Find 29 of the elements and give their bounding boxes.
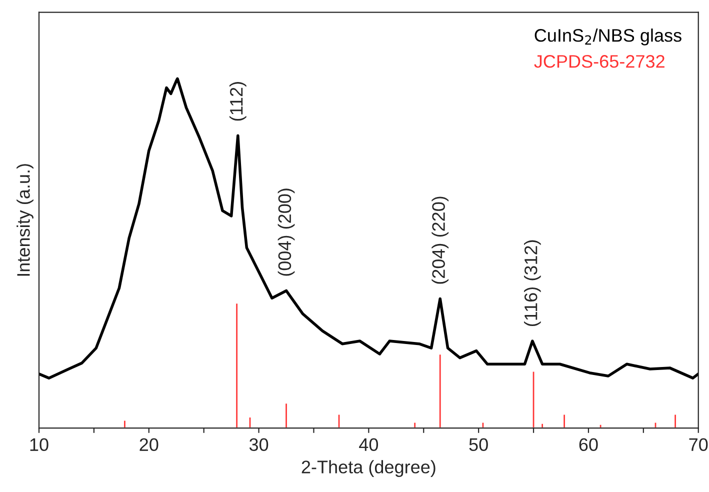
x-tick-label: 30 — [249, 438, 268, 452]
bar — [122, 419, 127, 428]
x-tick-label: 60 — [579, 438, 598, 452]
x-tick-label: 70 — [689, 438, 708, 452]
x-tick-label: 40 — [359, 438, 378, 452]
bar — [598, 424, 603, 428]
bar — [248, 416, 252, 428]
bar — [284, 402, 288, 428]
bar — [531, 370, 536, 428]
y-axis-title: Intensity (a.u.) — [16, 164, 34, 276]
bar — [673, 413, 678, 428]
x-tick-label: 20 — [140, 438, 158, 452]
bar — [412, 421, 417, 428]
text: CuInS$_{2}$/NBS glass — [534, 28, 682, 46]
annotation: (204) (220) — [432, 196, 449, 284]
annotation: (004) (200) — [278, 188, 295, 276]
bar — [438, 353, 442, 428]
x-axis-title: 2-Theta (degree) — [302, 460, 436, 477]
x-tick-label: 10 — [30, 438, 48, 452]
bar — [653, 421, 658, 428]
text: JCPDS-65-2732 — [534, 55, 664, 68]
x-tick-label: 50 — [469, 438, 488, 452]
annotation: (112) — [229, 82, 246, 121]
bar — [234, 302, 239, 428]
bar — [480, 421, 486, 428]
bar — [562, 413, 566, 428]
bar — [336, 413, 342, 428]
bar — [540, 422, 544, 428]
annotation: (116) (312) — [524, 240, 541, 326]
